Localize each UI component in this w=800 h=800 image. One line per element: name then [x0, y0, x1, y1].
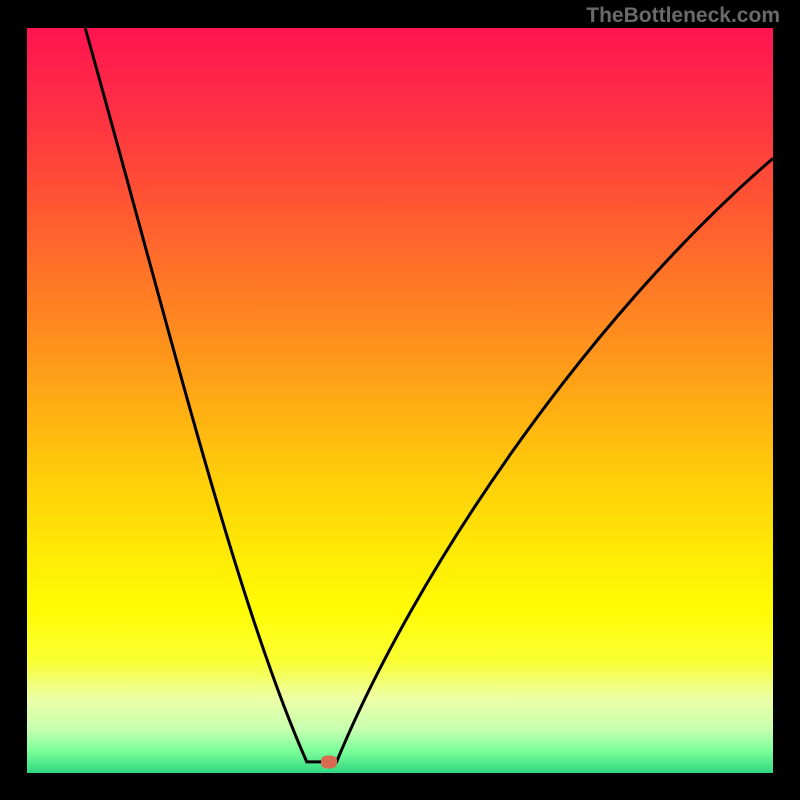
curve-path	[85, 28, 773, 762]
bottleneck-curve	[27, 28, 773, 773]
plot-area	[27, 28, 773, 773]
optimum-marker	[321, 755, 337, 768]
watermark-text: TheBottleneck.com	[586, 4, 780, 28]
